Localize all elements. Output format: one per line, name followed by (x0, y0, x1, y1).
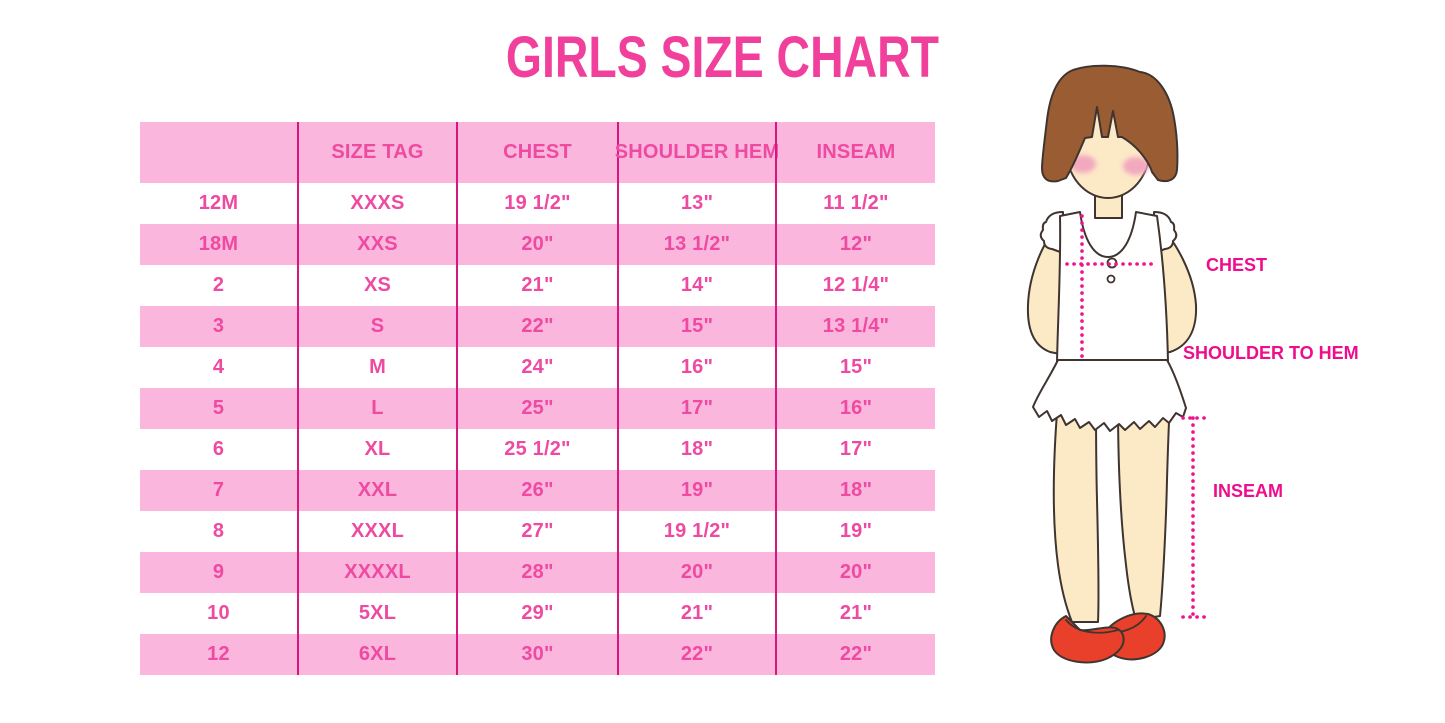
chest-label: CHEST (1206, 255, 1267, 275)
size-cell: 12M (198, 192, 239, 214)
value-cell: XS (297, 265, 456, 306)
value-cell: 27" (456, 511, 617, 552)
size-cell: 5 (212, 397, 225, 419)
value-cell: 22" (775, 634, 935, 675)
page-title: GIRLS SIZE CHART (505, 25, 939, 90)
left-shoe-strap (1065, 619, 1119, 634)
value-cell: 13 1/4" (775, 306, 935, 347)
table-row: 7 XXL 26" 19" 18" (140, 470, 935, 511)
girl-figure (1026, 64, 1198, 664)
value-cell: 20" (775, 552, 935, 593)
girl-hair (1041, 64, 1179, 183)
girl-skirt (1032, 359, 1187, 432)
value-cell: 22" (617, 634, 775, 675)
value-cell: 16" (617, 347, 775, 388)
value-cell: XXXXL (297, 552, 456, 593)
shoulder-to-hem-label: SHOULDER TO HEM (1183, 343, 1359, 363)
value-cell: XXXL (297, 511, 456, 552)
size-cell: 7 (212, 479, 225, 501)
size-table: SIZE TAG CHEST SHOULDER HEM INSEAM 12M XXXS 19… (140, 122, 935, 675)
value-cell: 18" (617, 429, 775, 470)
value-cell: 19 1/2" (456, 183, 617, 224)
table-row: 9 XXXXL 28" 20" 20" (140, 552, 935, 593)
size-cell: 2 (212, 274, 225, 296)
value-cell: 22" (456, 306, 617, 347)
measurement-lines (1065, 214, 1208, 619)
size-cell: 10 (207, 602, 230, 624)
value-cell: 29" (456, 593, 617, 634)
top-left-ruffle (1039, 211, 1064, 254)
table-row: 2 XS 21" 14" 12 1/4" (140, 265, 935, 306)
value-cell: 21" (775, 593, 935, 634)
value-cell: L (297, 388, 456, 429)
value-cell: 15" (617, 306, 775, 347)
size-cell: 12 (207, 643, 230, 665)
value-cell: 24" (456, 347, 617, 388)
size-cell: 6 (212, 438, 225, 460)
girl-measurement-illustration: CHEST SHOULDER TO HEM INSEAM (1026, 64, 1359, 664)
table-row: 3 S 22" 15" 13 1/4" (140, 306, 935, 347)
table-row: 5 L 25" 17" 16" (140, 388, 935, 429)
table-header-row: SIZE TAG CHEST SHOULDER HEM INSEAM (140, 122, 935, 183)
value-cell: 21" (456, 265, 617, 306)
value-cell: 19 1/2" (617, 511, 775, 552)
value-cell: 13" (617, 183, 775, 224)
value-cell: 20" (617, 552, 775, 593)
value-cell: S (297, 306, 456, 347)
column-header (140, 122, 297, 183)
shirt-button-bottom (1106, 274, 1116, 284)
value-cell: 30" (456, 634, 617, 675)
value-cell: 17" (775, 429, 935, 470)
table-row: 6 XL 25 1/2" 18" 17" (140, 429, 935, 470)
value-cell: 25" (456, 388, 617, 429)
value-cell: 16" (775, 388, 935, 429)
value-cell: 11 1/2" (775, 183, 935, 224)
table-row: 12 6XL 30" 22" 22" (140, 634, 935, 675)
girl-left-leg (1052, 399, 1100, 623)
table-row: 8 XXXL 27" 19 1/2" 19" (140, 511, 935, 552)
value-cell: 18" (775, 470, 935, 511)
value-cell: 25 1/2" (456, 429, 617, 470)
size-cell: 18M (198, 233, 239, 255)
value-cell: 5XL (297, 593, 456, 634)
value-cell: 28" (456, 552, 617, 593)
value-cell: 21" (617, 593, 775, 634)
left-shoe (1050, 615, 1125, 664)
value-cell: XXS (297, 224, 456, 265)
column-header: INSEAM (775, 122, 935, 183)
column-header: SHOULDER HEM (615, 122, 779, 183)
value-cell: 20" (456, 224, 617, 265)
value-cell: 6XL (297, 634, 456, 675)
size-cell: 4 (212, 356, 225, 378)
table-row: 4 M 24" 16" 15" (140, 347, 935, 388)
value-cell: M (297, 347, 456, 388)
inseam-label: INSEAM (1213, 481, 1283, 501)
size-cell: 9 (212, 561, 225, 583)
column-header: SIZE TAG (297, 122, 456, 183)
value-cell: 12 1/4" (775, 265, 935, 306)
value-cell: 26" (456, 470, 617, 511)
value-cell: XXXS (297, 183, 456, 224)
table-row: 18M XXS 20" 13 1/2" 12" (140, 224, 935, 265)
value-cell: 12" (775, 224, 935, 265)
size-cell: 3 (212, 315, 225, 337)
value-cell: 15" (775, 347, 935, 388)
value-cell: 17" (617, 388, 775, 429)
size-cell: 8 (212, 520, 225, 542)
table-row: 10 5XL 29" 21" 21" (140, 593, 935, 634)
table-row: 12M XXXS 19 1/2" 13" 11 1/2" (140, 183, 935, 224)
girl-top-bodice (1056, 211, 1169, 363)
value-cell: 13 1/2" (617, 224, 775, 265)
girl-right-leg (1117, 399, 1171, 621)
column-header: CHEST (456, 122, 617, 183)
value-cell: 14" (617, 265, 775, 306)
value-cell: 19" (775, 511, 935, 552)
value-cell: XL (297, 429, 456, 470)
value-cell: XXL (297, 470, 456, 511)
value-cell: 19" (617, 470, 775, 511)
